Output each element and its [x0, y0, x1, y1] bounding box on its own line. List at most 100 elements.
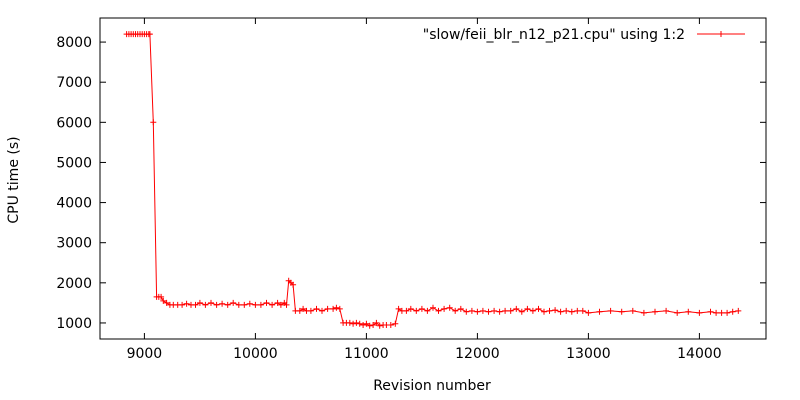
data-point-marker [735, 307, 742, 314]
data-point-marker [685, 308, 692, 315]
y-tick-label: 4000 [56, 196, 92, 212]
data-point-marker [360, 322, 367, 328]
x-tick-label: 14000 [677, 346, 722, 362]
x-tick-label: 13000 [566, 346, 611, 362]
data-point-marker [452, 307, 459, 314]
y-axis-label: CPU time (s) [6, 136, 22, 223]
data-point-marker [319, 307, 325, 314]
data-point-marker [552, 307, 559, 314]
data-point-marker [618, 308, 625, 315]
series-line [126, 33, 739, 327]
data-point-marker [596, 308, 603, 315]
data-point-marker [296, 307, 303, 314]
data-point-marker [502, 307, 509, 314]
data-point-marker [202, 301, 209, 308]
data-point-marker [392, 320, 399, 327]
data-point-marker [395, 305, 402, 312]
data-point-marker [346, 319, 353, 326]
data-point-marker [213, 301, 220, 308]
data-point-marker [370, 322, 377, 328]
data-point-marker [183, 300, 190, 307]
data-point-marker [324, 305, 331, 312]
data-point-marker [356, 320, 363, 327]
data-point-marker [224, 301, 231, 308]
data-point-marker [457, 305, 464, 312]
plot-area [123, 31, 742, 329]
data-point-marker [230, 299, 237, 306]
data-point-marker [507, 307, 514, 314]
data-point-marker [263, 299, 270, 306]
y-tick-label: 6000 [56, 115, 92, 131]
data-point-marker [363, 320, 370, 327]
data-point-marker [524, 305, 531, 312]
data-point-marker [441, 305, 448, 312]
data-point-marker [674, 309, 681, 316]
data-point-marker [246, 300, 253, 307]
data-point-marker [557, 308, 564, 315]
x-tick-label: 11000 [344, 346, 389, 362]
data-point-marker [366, 322, 373, 329]
data-point-marker [568, 308, 575, 315]
plot-frame [99, 17, 767, 340]
legend-marker [718, 31, 724, 37]
legend-series-label: "slow/feii_blr_n12_p21.cpu" using 1:2 [423, 27, 685, 43]
data-point-marker [407, 305, 414, 312]
data-point-marker [403, 307, 410, 314]
data-point-marker [219, 300, 226, 307]
data-point-marker [353, 319, 360, 326]
data-point-marker [350, 320, 357, 327]
y-tick-label: 5000 [56, 155, 92, 171]
data-point-marker [418, 305, 425, 312]
data-point-marker [663, 307, 670, 314]
x-tick-label: 12000 [455, 346, 500, 362]
data-point-marker [479, 307, 486, 314]
data-point-marker [376, 322, 383, 329]
data-point-marker [474, 308, 481, 315]
data-point-marker [729, 308, 736, 315]
data-point-marker [277, 301, 284, 308]
data-point-marker [257, 301, 264, 308]
data-point-marker [652, 308, 658, 315]
legend: "slow/feii_blr_n12_p21.cpu" using 1:2 [423, 27, 745, 43]
x-tick-label: 9000 [127, 346, 163, 362]
data-point-marker [333, 304, 340, 311]
data-point-marker [179, 301, 186, 308]
data-point-marker [546, 307, 553, 314]
data-point-marker [541, 308, 547, 315]
data-point-marker [241, 301, 248, 308]
data-point-marker [196, 299, 203, 306]
y-tick-label: 3000 [56, 236, 92, 252]
data-point-marker [300, 305, 307, 312]
data-point-marker [574, 307, 581, 314]
data-point-marker [579, 307, 586, 314]
data-point-marker [607, 307, 614, 314]
data-point-marker [430, 304, 436, 311]
data-point-marker [485, 308, 492, 315]
data-point-marker [713, 309, 720, 316]
data-point-marker [158, 293, 165, 300]
y-tick-label: 8000 [56, 35, 92, 51]
data-point-marker [529, 307, 536, 314]
data-point-marker [629, 307, 636, 314]
y-tick-label: 1000 [56, 316, 92, 332]
axis-ticks: 9000 10000 11000 12000 13000 14000 1000 2000 300… [56, 18, 766, 362]
data-point-marker [252, 301, 259, 308]
data-point-marker [283, 301, 290, 308]
data-point-marker [274, 299, 281, 306]
data-point-marker [146, 31, 153, 38]
x-axis-label: Revision number [373, 378, 491, 394]
data-point-marker [463, 308, 470, 315]
data-point-marker [160, 297, 167, 304]
data-point-marker [269, 301, 276, 308]
data-point-marker [696, 309, 703, 316]
data-point-marker [718, 309, 725, 316]
data-point-marker [235, 301, 242, 308]
data-point-marker [491, 307, 498, 314]
data-point-marker [446, 304, 453, 311]
data-point-marker [640, 309, 647, 316]
data-point-marker [563, 307, 570, 314]
data-point-marker [373, 319, 380, 326]
data-point-marker [413, 307, 420, 314]
data-point-marker [387, 322, 394, 328]
